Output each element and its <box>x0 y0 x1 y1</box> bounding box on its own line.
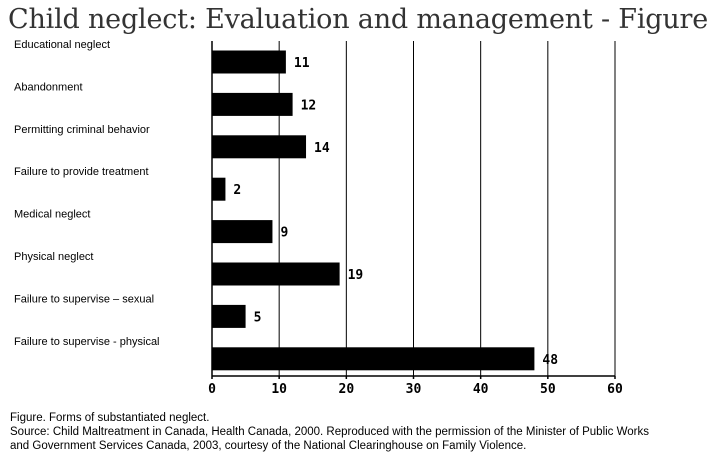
figure-caption: Figure. Forms of substantiated neglect. … <box>10 411 700 453</box>
value-label-7: 48 <box>542 353 558 368</box>
x-tick-label-10: 10 <box>271 382 287 397</box>
value-label-2: 14 <box>314 141 330 156</box>
category-label-5: Physical neglect <box>14 251 94 263</box>
caption-line-3: and Government Services Canada, 2003, co… <box>10 440 527 452</box>
bar-7 <box>212 347 535 371</box>
bar-6 <box>212 304 246 328</box>
x-tick-label-60: 60 <box>607 382 623 397</box>
bar-5 <box>212 262 340 286</box>
category-label-4: Medical neglect <box>14 209 90 221</box>
value-label-6: 5 <box>254 310 262 325</box>
value-labels: 11 12 14 2 9 19 5 48 <box>233 56 558 368</box>
category-label-1: Abandonment <box>14 81 83 93</box>
category-label-7: Failure to supervise - physical <box>14 336 160 348</box>
bar-chart: Educational neglect Abandonment Permitting… <box>14 39 623 397</box>
caption-line-2: Source: Child Maltreatment in Canada, He… <box>10 426 650 438</box>
bar-4 <box>212 220 273 244</box>
category-label-6: Failure to supervise – sexual <box>14 293 154 305</box>
bars <box>212 50 535 371</box>
grid-lines <box>278 41 616 376</box>
value-label-1: 12 <box>301 98 317 113</box>
value-label-4: 9 <box>280 226 288 241</box>
category-label-2: Permitting criminal behavior <box>14 124 150 136</box>
bar-1 <box>212 92 293 116</box>
x-tick-label-40: 40 <box>473 382 489 397</box>
value-label-0: 11 <box>294 56 310 71</box>
value-label-3: 2 <box>233 183 241 198</box>
category-label-3: Failure to provide treatment <box>14 166 149 178</box>
x-axis: 0 10 20 30 40 50 60 <box>208 41 623 397</box>
caption-line-1: Figure. Forms of substantiated neglect. <box>10 412 210 424</box>
bar-3 <box>212 177 226 201</box>
category-label-0: Educational neglect <box>14 39 110 51</box>
x-tick-label-30: 30 <box>406 382 422 397</box>
x-tick-label-50: 50 <box>540 382 556 397</box>
value-label-5: 19 <box>348 268 364 283</box>
category-labels: Educational neglect Abandonment Permitting… <box>14 39 160 348</box>
bar-2 <box>212 135 307 159</box>
bar-0 <box>212 50 286 74</box>
page-title: Child neglect: Evaluation and management… <box>8 4 707 35</box>
x-tick-label-20: 20 <box>339 382 355 397</box>
x-tick-label-0: 0 <box>208 382 216 397</box>
